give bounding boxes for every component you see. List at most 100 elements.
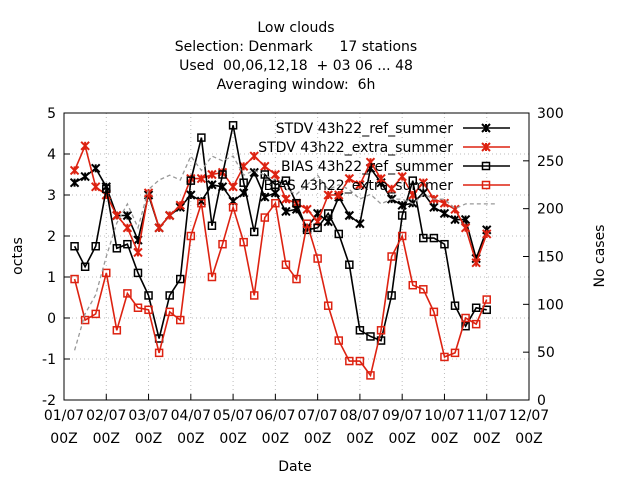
data-point [80,171,90,182]
data-point [260,161,270,172]
data-point [249,227,259,237]
x-tick-label: 00Z [431,431,458,447]
x-tick-label: 03/07 [128,408,168,424]
x-tick-label: 00Z [262,431,289,447]
legend-marker [481,161,491,171]
data-point [461,321,470,331]
data-point [239,237,248,247]
x-tick-label: 11/07 [467,408,507,424]
data-point [344,210,355,221]
data-point [471,319,481,329]
legend-label: BIAS 43h22_extra_summer [264,178,454,194]
x-tick-label: 08/07 [340,408,380,424]
data-point [461,313,470,323]
data-point [471,303,481,312]
data-point [271,180,280,189]
title-line: Averaging window: 6h [217,77,376,93]
x-tick-label: 00Z [515,431,542,447]
title-line: Used 00,06,12,18 + 03 06 ... 48 [179,58,413,74]
data-point [334,336,344,345]
data-point [418,188,429,198]
legend-label: STDV 43h22_extra_summer [258,140,453,156]
data-point [429,233,439,243]
data-point [387,252,396,261]
data-point [302,219,312,228]
data-point [218,239,227,249]
data-point [386,184,397,194]
data-point [176,274,185,284]
data-point [408,280,417,290]
data-point [397,211,407,220]
data-point [323,301,333,310]
data-point [376,173,386,184]
x-tick-label: 04/07 [171,408,211,424]
x-tick-label: 00Z [346,431,373,447]
data-point [366,371,375,380]
x-tick-label: 00Z [473,431,500,447]
x-tick-label: 05/07 [213,408,253,424]
data-point [419,233,428,243]
data-point [419,285,428,294]
data-point [450,301,460,310]
data-point [249,291,259,300]
data-point [122,223,133,233]
y2-tick-label: 0 [537,393,546,409]
data-point [355,326,365,335]
x-tick-label: 01/07 [44,408,84,424]
series-1 [69,141,492,268]
y-axis-ticks: -2 -1 0 1 2 3 4 5 [42,106,70,409]
data-point [69,177,80,188]
data-point [70,242,79,251]
y2-axis-ticks: 0 50 100 150 200 250 300 [523,106,564,409]
data-point [133,268,143,278]
data-point [355,180,365,190]
y2-tick-label: 250 [537,154,564,170]
data-point [323,190,333,200]
y2-tick-label: 50 [537,345,555,361]
data-point [313,223,322,233]
data-point [440,239,449,249]
y-tick-label: 1 [47,270,56,286]
y2-tick-label: 150 [537,250,564,266]
legend-label: STDV 43h22_ref_summer [276,121,454,137]
x-tick-label: 00Z [304,431,331,447]
data-point [91,242,100,251]
data-point [186,190,196,200]
legend-label: BIAS 43h22_ref_summer [281,159,453,175]
data-point [207,272,217,282]
y2-tick-label: 200 [537,202,564,218]
data-point [207,169,217,180]
x-tick-label: 12/07 [509,408,549,424]
data-point [80,262,90,271]
data-point [70,274,79,284]
data-point [482,305,491,315]
data-point [281,176,291,185]
series-2 [70,121,491,345]
data-point [429,307,439,317]
data-point [176,315,185,325]
data-point [281,260,291,269]
data-point [165,291,174,300]
data-point [397,171,407,182]
y-tick-label: -2 [42,393,56,409]
data-point [429,202,439,213]
series-line [73,143,488,266]
legend-marker [481,123,491,133]
data-point [260,213,270,222]
data-point [376,336,386,345]
legend-marker [481,142,491,152]
data-point [90,163,101,174]
y-tick-label: 5 [47,106,56,122]
data-point [397,231,407,241]
data-point [165,307,174,317]
y2-tick-label: 100 [537,297,564,313]
legend: STDV 43h22_ref_summer STDV 43h22_extra_su… [258,121,510,194]
data-point [439,208,450,219]
data-point [228,203,238,212]
series-3 [70,198,491,380]
data-point [408,176,417,185]
data-point [133,247,143,258]
data-point [90,182,101,192]
y-tick-label: -1 [42,352,56,368]
